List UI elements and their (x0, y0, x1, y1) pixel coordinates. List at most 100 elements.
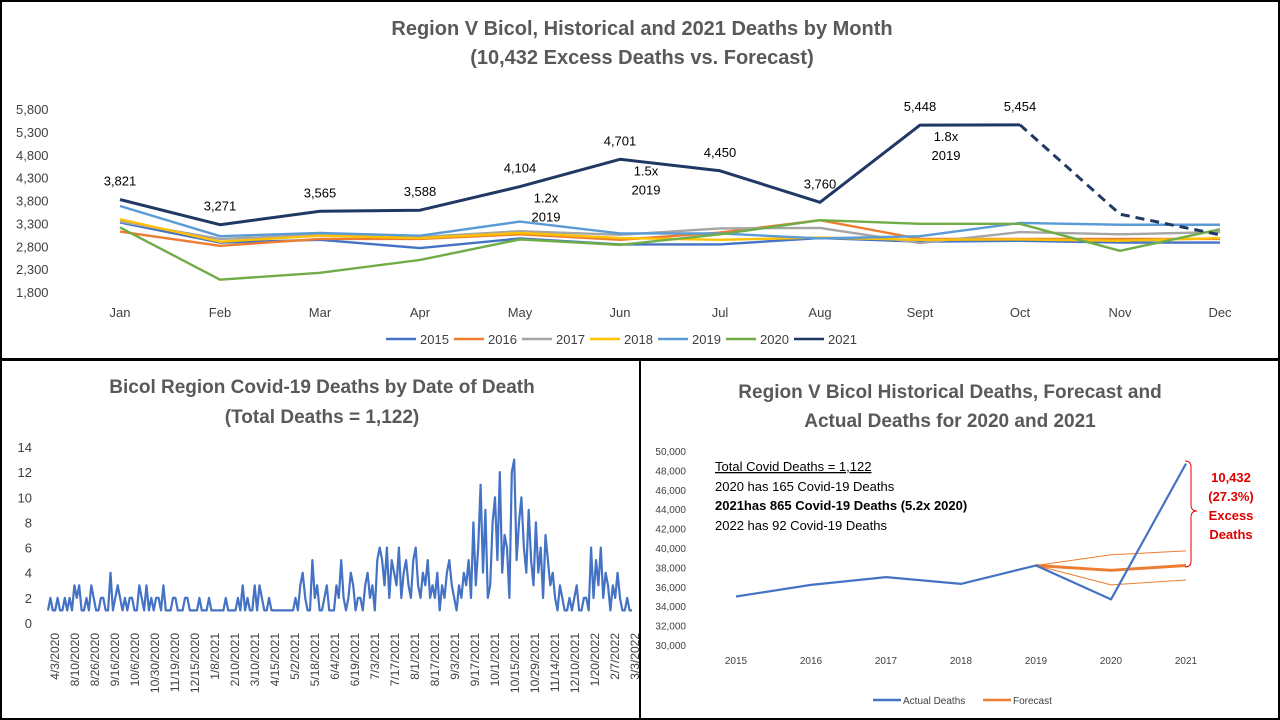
series-line-2020 (119, 218, 1221, 281)
excess-value: 10,432 (1211, 470, 1251, 485)
x-tick-label: Oct (1010, 305, 1031, 320)
y-tick-label: 4,800 (16, 148, 49, 163)
x-tick-label: 9/16/2020 (108, 633, 122, 687)
chart-title: Bicol Region Covid-19 Deaths by Date of … (109, 377, 534, 398)
x-tick-label: 7/17/2021 (388, 633, 402, 687)
x-tick-label: 2/7/2022 (608, 633, 622, 680)
y-tick-label: 8 (25, 515, 32, 530)
excess-word-1: Excess (1209, 508, 1254, 523)
data-label: 4,450 (704, 145, 737, 160)
textbox-line-total: Total Covid Deaths = 1,122 (715, 459, 871, 474)
legend-label: 2017 (556, 332, 585, 347)
x-tick-label: 11/14/2021 (548, 633, 562, 692)
x-tick-label: 1/20/2022 (588, 633, 602, 687)
legend-label: 2020 (760, 332, 789, 347)
covid-summary-textbox: Total Covid Deaths = 1,122 2020 has 165 … (715, 459, 967, 533)
x-tick-label: Aug (808, 305, 831, 320)
y-tick-label: 50,000 (655, 447, 686, 458)
x-tick-label: 3/10/2021 (248, 633, 262, 687)
x-tick-label: 10/30/2020 (148, 633, 162, 693)
x-tick-label: Apr (410, 305, 431, 320)
y-tick-label: 44,000 (655, 505, 686, 516)
x-tick-label: 8/1/2021 (408, 633, 422, 680)
legend-label: 2018 (624, 332, 653, 347)
x-tick-label: 5/18/2021 (308, 633, 322, 687)
ratio-label: 1.8x (934, 129, 959, 144)
textbox-line-2022: 2022 has 92 Covid-19 Deaths (715, 518, 888, 533)
data-label: 4,104 (504, 161, 537, 176)
textbox-line-2020: 2020 has 165 Covid-19 Deaths (715, 479, 895, 494)
ratio-label: 1.2x (534, 191, 559, 206)
x-tick-label: 2020 (1100, 656, 1123, 667)
legend-label: 2021 (828, 332, 857, 347)
x-tick-label: 8/17/2021 (428, 633, 442, 687)
x-tick-label: 2015 (725, 656, 748, 667)
x-tick-label: 2017 (875, 656, 898, 667)
forecast-chart-panel: Region V Bicol Historical Deaths, Foreca… (639, 359, 1280, 720)
y-tick-label: 6 (25, 541, 32, 556)
y-tick-label: 34,000 (655, 602, 686, 613)
x-tick-label: Jun (610, 305, 631, 320)
x-tick-label: 2/10/2021 (228, 633, 242, 687)
series-line-2017 (119, 220, 1221, 245)
y-tick-label: 4 (25, 566, 32, 581)
legend-label: Actual Deaths (903, 696, 965, 707)
chart-subtitle: (Total Deaths = 1,122) (225, 407, 419, 428)
series-line-2019 (119, 204, 1220, 240)
series-line-2021-projected (1019, 123, 1221, 237)
x-tick-label: 4/15/2021 (268, 633, 282, 687)
excess-bracket (1184, 460, 1198, 568)
ratio-label: 1.5x (634, 163, 659, 178)
x-tick-label: Jan (110, 305, 131, 320)
data-label: 3,271 (204, 199, 237, 214)
x-tick-label: 10/29/2021 (528, 633, 542, 693)
data-label: 3,821 (104, 174, 137, 189)
textbox-line-2021: 2021has 865 Covid-19 Deaths (5.2x 2020) (715, 498, 967, 513)
data-label: 3,760 (804, 176, 837, 191)
x-tick-label: 5/2/2021 (288, 633, 302, 680)
y-tick-label: 48,000 (655, 466, 686, 477)
x-tick-label: 10/1/2021 (488, 633, 502, 687)
covid-deaths-line (46, 458, 632, 612)
y-tick-label: 3,300 (16, 216, 49, 231)
data-label: 5,448 (904, 99, 937, 114)
forecast-chart: Region V Bicol Historical Deaths, Foreca… (655, 382, 1254, 707)
forecast-upper-bound (1035, 550, 1187, 566)
y-tick-label: 0 (25, 616, 32, 631)
x-tick-label: Mar (309, 305, 332, 320)
x-tick-label: 8/26/2020 (88, 633, 102, 687)
y-tick-label: 14 (18, 440, 32, 455)
chart-subtitle: (10,432 Excess Deaths vs. Forecast) (470, 47, 814, 69)
chart-subtitle: Actual Deaths for 2020 and 2021 (804, 411, 1096, 432)
y-tick-label: 3,800 (16, 194, 49, 209)
actual-deaths-line (735, 463, 1187, 601)
data-label: 4,701 (604, 133, 637, 148)
y-tick-label: 5,300 (16, 125, 49, 140)
y-tick-label: 4,300 (16, 171, 49, 186)
y-tick-label: 30,000 (655, 641, 686, 652)
x-tick-label: 3/3/2022 (628, 633, 639, 680)
y-tick-label: 42,000 (655, 525, 686, 536)
x-tick-label: May (508, 305, 533, 320)
excess-deaths-annotation: 10,432 (27.3%) Excess Deaths (1184, 460, 1254, 568)
y-tick-label: 38,000 (655, 563, 686, 574)
ratio-label-sub: 2019 (932, 148, 961, 163)
y-tick-label: 2,300 (16, 262, 49, 277)
excess-word-2: Deaths (1209, 527, 1252, 542)
y-tick-label: 40,000 (655, 544, 686, 555)
x-tick-label: 10/15/2021 (508, 633, 522, 693)
legend-label: 2019 (692, 332, 721, 347)
x-tick-label: 9/3/2021 (448, 633, 462, 680)
y-tick-label: 2,800 (16, 239, 49, 254)
x-tick-label: 8/10/2020 (68, 633, 82, 687)
chart-title: Region V Bicol Historical Deaths, Foreca… (738, 382, 1161, 403)
x-tick-label: 7/3/2021 (368, 633, 382, 680)
x-tick-label: 6/4/2021 (328, 633, 342, 680)
monthly-deaths-chart: Region V Bicol, Historical and 2021 Deat… (16, 18, 1232, 347)
y-tick-label: 36,000 (655, 583, 686, 594)
x-tick-label: 12/15/2020 (188, 633, 202, 693)
ratio-label-sub: 2019 (632, 182, 661, 197)
x-tick-label: 12/10/2021 (568, 633, 582, 693)
chart-title: Region V Bicol, Historical and 2021 Deat… (391, 18, 892, 40)
y-tick-label: 2 (25, 591, 32, 606)
